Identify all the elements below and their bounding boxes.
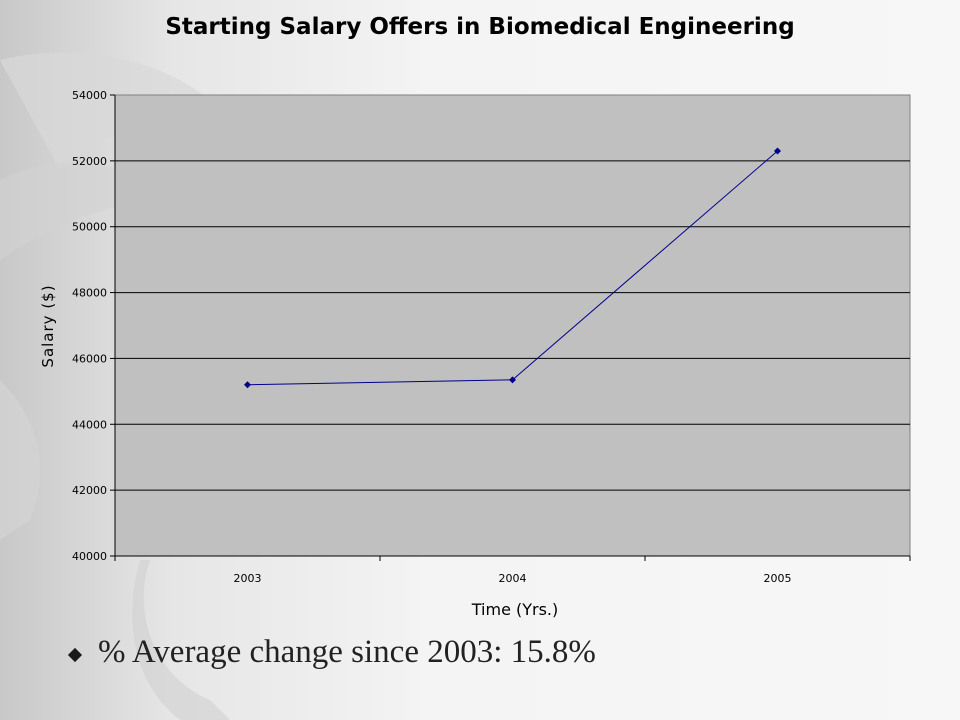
x-tick-label: 2003 — [234, 572, 262, 585]
y-tick-label: 54000 — [72, 89, 107, 102]
y-tick-label: 48000 — [72, 287, 107, 300]
y-axis-ticks: 40000 42000 44000 46000 48000 50000 52000 54000 — [72, 89, 910, 563]
y-axis-label: Salary ($) — [39, 284, 57, 368]
y-tick-label: 40000 — [72, 550, 107, 563]
y-tick-label: 52000 — [72, 155, 107, 168]
data-point-marker — [509, 376, 516, 384]
y-tick-label: 44000 — [72, 418, 107, 431]
chart-title: Starting Salary Offers in Biomedical Eng… — [165, 14, 795, 40]
x-tick-label: 2005 — [764, 572, 792, 585]
summary-bullet-text: % Average change since 2003: 15.8% — [98, 634, 596, 670]
x-axis-ticks: 2003 2004 2005 — [114, 556, 911, 585]
x-axis-label: Time (Yrs.) — [471, 600, 559, 619]
x-tick-label: 2004 — [499, 572, 527, 585]
data-point-marker — [774, 147, 781, 155]
data-point-marker — [244, 381, 251, 389]
y-tick-label: 46000 — [72, 352, 107, 365]
y-tick-label: 42000 — [72, 484, 107, 497]
gridlines — [115, 160, 910, 491]
y-tick-label: 50000 — [72, 221, 107, 234]
series-group — [244, 147, 781, 389]
plot-area — [114, 94, 911, 557]
